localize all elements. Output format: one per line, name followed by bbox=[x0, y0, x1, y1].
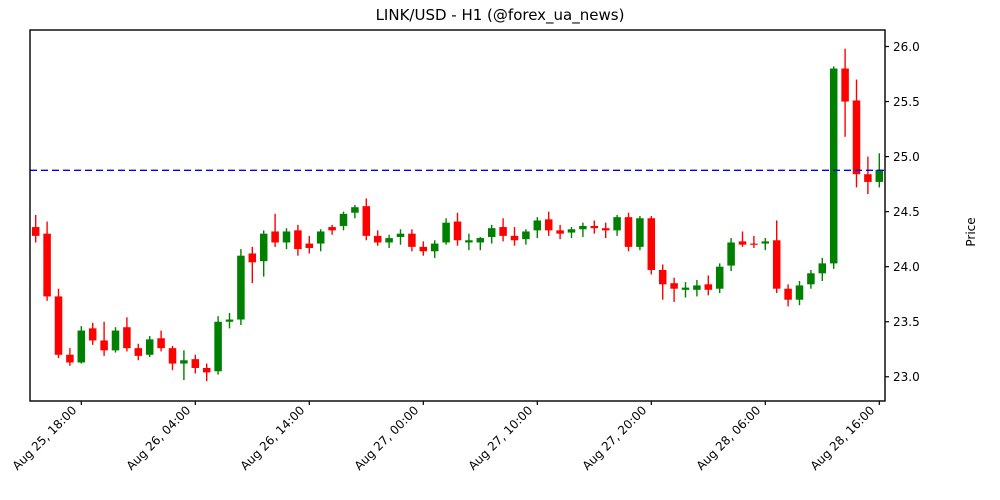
candle-body bbox=[636, 218, 644, 247]
candle-body bbox=[727, 242, 735, 266]
y-tick-label: 24.0 bbox=[893, 260, 920, 274]
axes-spines bbox=[29, 29, 886, 402]
candle-body bbox=[875, 169, 884, 182]
candle-body bbox=[544, 219, 553, 231]
y-axis-ticks: 23.0 23.5 24.0 24.5 25.0 25.5 26.0 bbox=[885, 40, 920, 384]
candle-body bbox=[613, 217, 621, 231]
candle-body bbox=[282, 231, 291, 243]
candle-body bbox=[624, 217, 633, 247]
candle-body bbox=[237, 255, 245, 320]
candle-body bbox=[328, 227, 336, 231]
candle-body bbox=[214, 321, 222, 372]
candle-body bbox=[761, 241, 770, 244]
candle-body bbox=[134, 348, 143, 356]
candle-body bbox=[590, 225, 599, 229]
candle-body bbox=[202, 367, 211, 373]
candle-body bbox=[259, 233, 268, 262]
candle-body bbox=[681, 287, 690, 290]
candle-body bbox=[670, 283, 678, 289]
candle-body bbox=[191, 359, 200, 368]
candlestick-series bbox=[31, 48, 884, 382]
candle-body bbox=[408, 233, 416, 247]
axes-frame bbox=[29, 29, 886, 402]
candle-body bbox=[795, 285, 804, 300]
candle-body bbox=[77, 330, 86, 363]
x-axis-ticks: Aug 25, 18:00 Aug 26, 04:00 Aug 26, 14:00 A… bbox=[10, 401, 880, 473]
y-axis-label: Price bbox=[964, 217, 978, 246]
candle-body bbox=[750, 243, 758, 245]
candle-body bbox=[316, 231, 325, 244]
candle-body bbox=[294, 230, 302, 250]
candle-body bbox=[111, 330, 120, 351]
x-tick-label: Aug 28, 06:00 bbox=[694, 403, 764, 473]
candle-body bbox=[396, 233, 405, 237]
candle-body bbox=[704, 284, 713, 290]
page-title: LINK/USD - H1 (@forex_ua_news) bbox=[375, 6, 625, 24]
candle-body bbox=[556, 230, 564, 234]
candle-body bbox=[54, 296, 63, 355]
candle-body bbox=[715, 266, 724, 289]
candle-body bbox=[430, 243, 439, 252]
candle-body bbox=[305, 243, 314, 248]
candle-body bbox=[465, 240, 473, 243]
candle-body bbox=[818, 263, 827, 274]
candle-body bbox=[487, 228, 496, 237]
candle-body bbox=[442, 222, 450, 243]
y-tick-label: 23.5 bbox=[893, 315, 920, 329]
candle-body bbox=[88, 328, 97, 341]
y-tick-label: 25.0 bbox=[893, 150, 920, 164]
y-tick-label: 23.0 bbox=[893, 370, 920, 384]
candle-body bbox=[852, 100, 861, 175]
candle-body bbox=[43, 233, 51, 297]
candle-body bbox=[510, 235, 519, 241]
candle-body bbox=[157, 338, 165, 349]
y-tick-label: 24.5 bbox=[893, 205, 920, 219]
x-tick-label: Aug 27, 10:00 bbox=[466, 403, 536, 473]
y-tick-label: 25.5 bbox=[893, 95, 920, 109]
candle-body bbox=[123, 327, 131, 349]
candle-body bbox=[31, 227, 40, 236]
candle-body bbox=[362, 206, 371, 236]
candle-body bbox=[807, 273, 815, 285]
candle-body bbox=[772, 240, 781, 289]
candle-body bbox=[339, 213, 348, 226]
x-tick-label: Aug 26, 14:00 bbox=[238, 403, 308, 473]
x-tick-label: Aug 27, 00:00 bbox=[352, 403, 422, 473]
candle-body bbox=[647, 218, 656, 270]
candle-body bbox=[784, 288, 792, 300]
x-tick-label: Aug 26, 04:00 bbox=[124, 403, 194, 473]
candle-body bbox=[100, 340, 108, 351]
x-tick-label: Aug 28, 16:00 bbox=[808, 403, 878, 473]
candle-body bbox=[476, 238, 485, 243]
candle-body bbox=[385, 238, 393, 243]
candle-body bbox=[373, 235, 382, 243]
candle-body bbox=[351, 207, 359, 213]
candle-body bbox=[453, 221, 462, 241]
candle-body bbox=[66, 354, 74, 363]
x-tick-label: Aug 25, 18:00 bbox=[10, 403, 80, 473]
candle-body bbox=[271, 231, 279, 243]
candle-body bbox=[841, 68, 849, 102]
x-tick-label: Aug 27, 20:00 bbox=[580, 403, 650, 473]
candle-body bbox=[145, 339, 154, 355]
candle-body bbox=[225, 319, 234, 322]
candle-body bbox=[829, 68, 838, 264]
candle-body bbox=[419, 246, 428, 252]
candle-body bbox=[693, 285, 701, 290]
y-tick-label: 26.0 bbox=[893, 40, 920, 54]
candle-body bbox=[522, 231, 530, 240]
candle-body bbox=[248, 253, 257, 263]
candle-body bbox=[567, 229, 576, 233]
candle-body bbox=[738, 241, 747, 245]
candle-body bbox=[579, 225, 587, 230]
candle-body bbox=[658, 269, 667, 285]
candle-body bbox=[533, 220, 542, 231]
candle-body bbox=[180, 360, 188, 364]
candle-body bbox=[864, 174, 872, 182]
candle-body bbox=[499, 227, 507, 236]
candle-body bbox=[601, 228, 610, 231]
candle-body bbox=[168, 348, 177, 364]
